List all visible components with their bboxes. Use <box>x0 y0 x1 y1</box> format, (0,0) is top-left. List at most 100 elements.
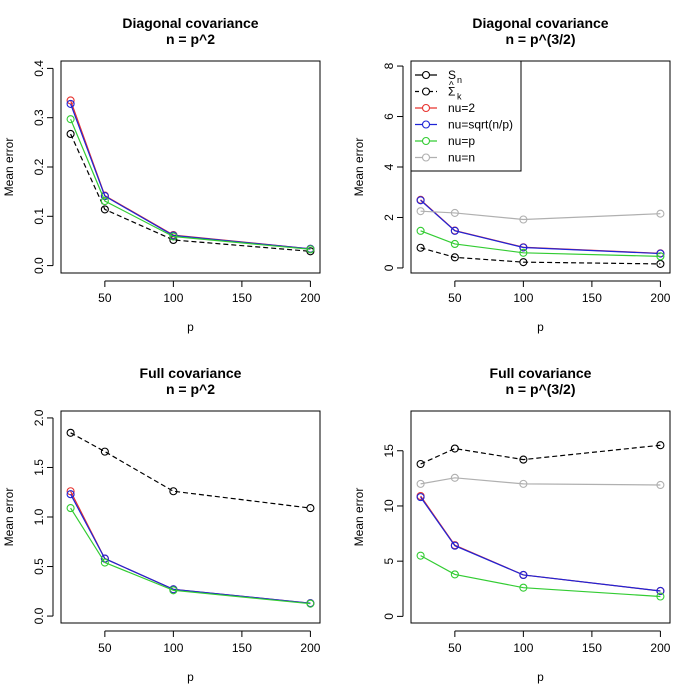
data-point <box>306 599 315 608</box>
data-point <box>519 570 528 580</box>
data-point <box>66 115 75 124</box>
series-line <box>70 100 311 250</box>
data-point <box>450 570 459 579</box>
legend-subscript: n <box>457 75 462 85</box>
data-point <box>100 196 109 206</box>
legend-entry: nu=sqrt(n/p) <box>415 118 513 132</box>
legend-marker <box>421 136 431 146</box>
x-axis-label: p <box>187 320 194 334</box>
data-point <box>519 248 528 257</box>
series-line <box>420 210 661 221</box>
series-line <box>420 199 661 254</box>
data-point <box>306 504 315 513</box>
series-line <box>70 103 311 250</box>
x-axis-label: p <box>537 320 544 334</box>
data-point <box>656 249 665 258</box>
legend-marker <box>421 120 431 129</box>
series-line <box>70 118 311 250</box>
series-line <box>420 247 661 265</box>
data-point <box>519 583 528 592</box>
x-tick-label: 150 <box>232 291 252 305</box>
data-point <box>519 215 528 224</box>
chart-title-line1: Diagonal covariance <box>472 15 608 31</box>
series-nu=sqrt(n/p) <box>416 196 665 258</box>
legend-entry: nu=n <box>415 151 475 165</box>
plot-frame <box>410 410 671 624</box>
y-tick-label: 1.0 <box>32 508 46 525</box>
x-tick-label: 100 <box>513 641 533 655</box>
y-axis-label: Mean error <box>2 488 16 547</box>
y-tick-label: 0.0 <box>32 257 46 274</box>
series-line <box>70 432 311 509</box>
series-nu=n <box>416 207 665 224</box>
y-tick-label: 0.3 <box>32 109 46 126</box>
legend-entry: nu=p <box>415 134 475 148</box>
series-line <box>70 493 311 604</box>
y-tick-label: 15 <box>382 444 396 458</box>
data-point <box>656 586 665 596</box>
series-nu=p <box>66 504 315 608</box>
data-point <box>450 239 459 249</box>
y-tick-label: 0.4 <box>32 60 46 77</box>
y-tick-label: 6 <box>382 113 396 120</box>
x-tick-label: 200 <box>300 291 320 305</box>
data-point <box>306 245 315 254</box>
legend-marker <box>421 87 431 96</box>
legend-label: Σ <box>448 85 455 99</box>
y-tick-label: 0.2 <box>32 158 46 175</box>
legend-label: nu=sqrt(n/p) <box>448 118 513 132</box>
x-tick-label: 50 <box>98 641 112 655</box>
data-point <box>66 129 75 139</box>
data-point <box>656 252 665 261</box>
legend-marker <box>421 70 431 80</box>
chart-title-line2: n = p^2 <box>166 31 215 47</box>
series-line <box>70 133 311 252</box>
series-line <box>420 477 661 486</box>
y-tick-label: 0 <box>382 264 396 271</box>
x-tick-label: 200 <box>650 291 670 305</box>
data-point <box>416 493 425 502</box>
legend-label: S <box>448 68 456 82</box>
data-point <box>519 455 528 464</box>
series-line <box>420 555 661 598</box>
series-Sigma_hat_k <box>66 428 315 513</box>
data-point <box>100 558 109 567</box>
series-line <box>420 199 661 255</box>
series-nu=2 <box>416 491 665 596</box>
data-point <box>66 428 75 437</box>
legend-box <box>410 60 522 172</box>
series-line <box>70 507 311 605</box>
data-point <box>416 207 425 216</box>
data-point <box>450 541 459 550</box>
x-tick-label: 200 <box>300 641 320 655</box>
chart-title-line1: Full covariance <box>140 365 242 381</box>
series-line <box>420 496 661 592</box>
data-point <box>169 487 178 496</box>
series-line <box>420 230 661 257</box>
data-point <box>519 258 528 267</box>
series-Sigma_hat_k <box>416 441 665 469</box>
y-tick-label: 2.0 <box>32 409 46 426</box>
data-point <box>66 490 75 499</box>
x-tick-label: 100 <box>163 291 183 305</box>
legend-hat: ^ <box>449 81 454 92</box>
y-tick-label: 0.0 <box>32 607 46 624</box>
y-tick-label: 0.5 <box>32 558 46 575</box>
chart-title-line2: n = p^2 <box>166 381 215 397</box>
series-nu=p <box>416 226 665 261</box>
data-point <box>416 226 425 235</box>
data-point <box>656 209 665 218</box>
chart-title-line1: Full covariance <box>490 365 592 381</box>
y-tick-label: 8 <box>382 62 396 69</box>
data-point <box>416 243 425 252</box>
legend-subscript: k <box>457 92 462 102</box>
series-line <box>70 490 311 604</box>
data-point <box>416 196 425 205</box>
series-nu=2 <box>66 96 315 253</box>
y-tick-label: 2 <box>382 214 396 221</box>
